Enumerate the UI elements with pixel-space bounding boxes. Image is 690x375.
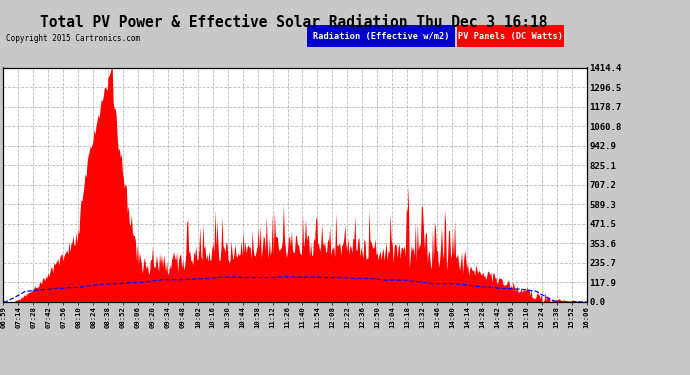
Text: Total PV Power & Effective Solar Radiation Thu Dec 3 16:18: Total PV Power & Effective Solar Radiati… bbox=[39, 15, 547, 30]
Text: Copyright 2015 Cartronics.com: Copyright 2015 Cartronics.com bbox=[6, 34, 139, 43]
Text: PV Panels (DC Watts): PV Panels (DC Watts) bbox=[457, 32, 563, 40]
Text: Radiation (Effective w/m2): Radiation (Effective w/m2) bbox=[313, 32, 449, 40]
